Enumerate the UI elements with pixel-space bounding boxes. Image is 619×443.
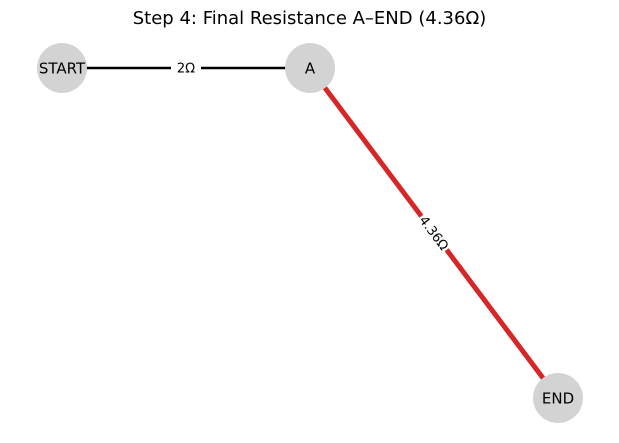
node-end-label: END [542,390,574,408]
edge-start-a-label-bg [171,58,201,78]
edge-start-a-label: 2Ω [177,62,195,77]
diagram-title: Step 4: Final Resistance A–END (4.36Ω) [133,8,486,29]
node-end: END [533,373,583,423]
node-start-circle [37,43,87,93]
node-start-label: START [39,60,86,78]
edge-start-a: 2Ω [62,58,310,78]
node-start: START [37,43,87,93]
edge-a-end-label-bg [413,210,455,256]
node-a: A [285,43,335,93]
node-end-circle [533,373,583,423]
node-a-circle [285,43,335,93]
node-a-label: A [305,60,316,78]
edge-a-end: 4.36Ω [308,66,560,400]
